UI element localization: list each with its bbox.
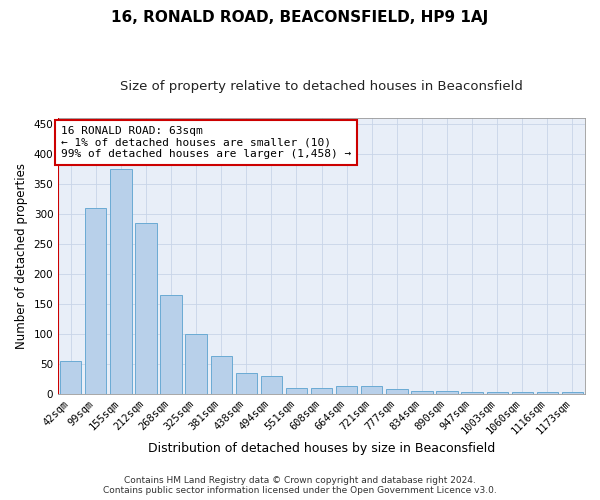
Text: 16, RONALD ROAD, BEACONSFIELD, HP9 1AJ: 16, RONALD ROAD, BEACONSFIELD, HP9 1AJ [112, 10, 488, 25]
Bar [562, 392, 583, 394]
Text: Contains HM Land Registry data © Crown copyright and database right 2024.
Contai: Contains HM Land Registry data © Crown c… [103, 476, 497, 495]
Bar [236, 372, 257, 394]
Title: Size of property relative to detached houses in Beaconsfield: Size of property relative to detached ho… [120, 80, 523, 93]
Bar [336, 386, 358, 394]
Bar [311, 388, 332, 394]
Text: 16 RONALD ROAD: 63sqm
← 1% of detached houses are smaller (10)
99% of detached h: 16 RONALD ROAD: 63sqm ← 1% of detached h… [61, 126, 351, 160]
Bar [487, 392, 508, 394]
X-axis label: Distribution of detached houses by size in Beaconsfield: Distribution of detached houses by size … [148, 442, 495, 455]
Bar [436, 390, 458, 394]
Bar [286, 388, 307, 394]
Bar [411, 390, 433, 394]
Bar [461, 392, 483, 394]
Bar [185, 334, 207, 394]
Bar [386, 390, 407, 394]
Bar [211, 356, 232, 394]
Bar [537, 392, 558, 394]
Y-axis label: Number of detached properties: Number of detached properties [15, 162, 28, 348]
Bar [261, 376, 282, 394]
Bar [512, 392, 533, 394]
Bar [160, 294, 182, 394]
Bar [361, 386, 382, 394]
Bar [136, 222, 157, 394]
Bar [110, 168, 131, 394]
Bar [85, 208, 106, 394]
Bar [60, 360, 82, 394]
